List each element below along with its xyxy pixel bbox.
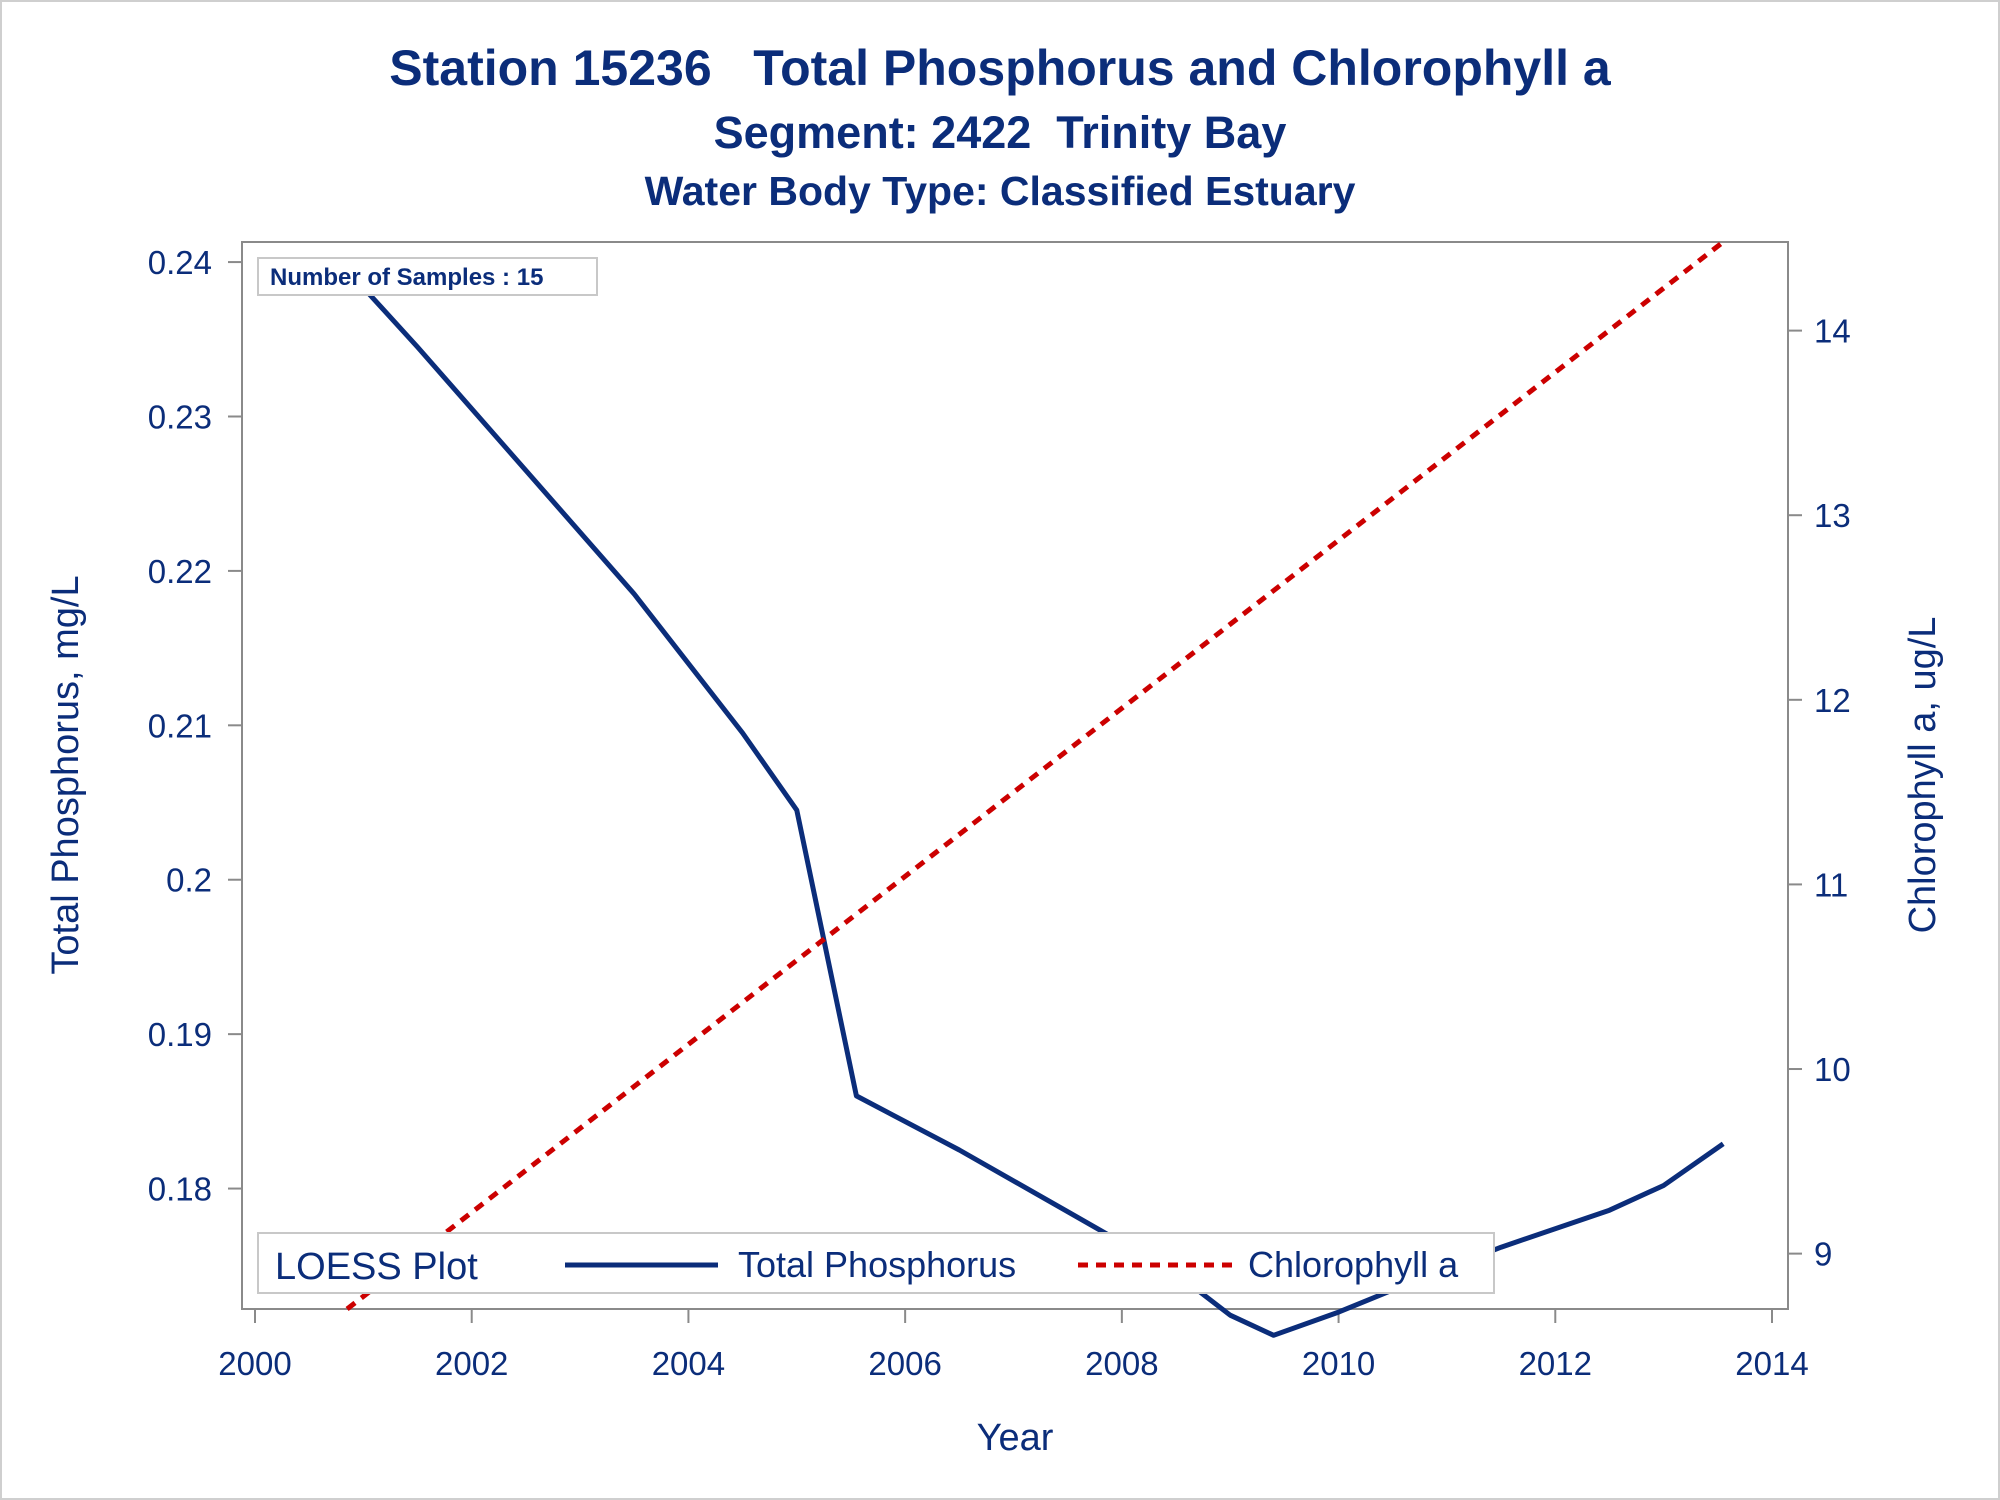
chart-subtitle-2: Water Body Type: Classified Estuary	[645, 168, 1356, 214]
y-tick-label: 0.19	[148, 1016, 212, 1053]
y-tick-label: 0.24	[148, 244, 212, 281]
series-line-chlorophyll	[345, 240, 1725, 1311]
x-tick-label: 2010	[1302, 1345, 1375, 1382]
x-axis: 2000 2002 2004 2006 2008 2010 2012 2014	[218, 1309, 1809, 1382]
y-tick-label: 0.23	[148, 398, 212, 435]
legend-label-phosphorus: Total Phosphorus	[738, 1244, 1016, 1285]
y-axis-right: 9 10 11 12 13 14	[1788, 313, 1851, 1273]
y2-tick-label: 13	[1814, 497, 1851, 534]
y-tick-label: 0.18	[148, 1171, 212, 1208]
sample-count-label: Number of Samples : 15	[270, 264, 543, 291]
legend: LOESS Plot Total Phosphorus Chlorophyll …	[257, 1232, 1495, 1294]
x-tick-label: 2004	[652, 1345, 725, 1382]
y2-axis-label: Chlorophyll a, ug/L	[1902, 617, 1944, 934]
x-tick-label: 2008	[1085, 1345, 1158, 1382]
y2-tick-label: 12	[1814, 682, 1851, 719]
x-tick-label: 2012	[1519, 1345, 1592, 1382]
chart-title: Station 15236 Total Phosphorus and Chlor…	[389, 40, 1612, 96]
x-axis-label: Year	[977, 1417, 1054, 1459]
y-tick-label: 0.21	[148, 707, 212, 744]
y2-tick-label: 11	[1814, 866, 1848, 903]
chart-subtitle: Segment: 2422 Trinity Bay	[714, 107, 1287, 158]
y-tick-label: 0.22	[148, 553, 212, 590]
legend-label-chlorophyll: Chlorophyll a	[1248, 1244, 1459, 1285]
legend-box	[257, 1232, 1495, 1294]
x-tick-label: 2002	[435, 1345, 508, 1382]
y-axis-left: 0.18 0.19 0.2 0.21 0.22 0.23 0.24	[148, 244, 242, 1208]
sample-count-box: Number of Samples : 15	[257, 257, 598, 296]
legend-title: LOESS Plot	[275, 1246, 478, 1288]
y2-tick-label: 9	[1814, 1236, 1832, 1273]
x-tick-label: 2000	[218, 1345, 291, 1382]
x-tick-label: 2014	[1735, 1345, 1808, 1382]
y2-tick-label: 14	[1814, 313, 1851, 350]
plot-area	[241, 241, 1789, 1310]
y-axis-label: Total Phosphorus, mg/L	[45, 575, 87, 974]
y-tick-label: 0.2	[166, 862, 212, 899]
x-tick-label: 2006	[868, 1345, 941, 1382]
y2-tick-label: 10	[1814, 1051, 1851, 1088]
